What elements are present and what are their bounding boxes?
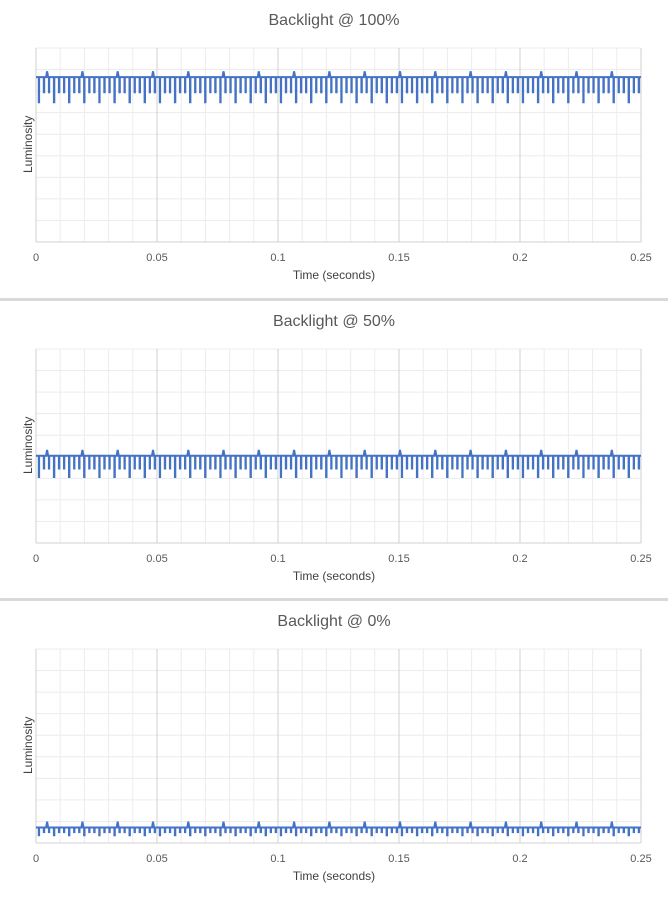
series-line [36, 821, 641, 837]
y-axis-label: Luminosity [21, 115, 35, 173]
x-tick-label: 0.25 [630, 853, 651, 865]
chart-title: Backlight @ 0% [277, 613, 391, 630]
x-axis-label: Time (seconds) [292, 569, 376, 583]
x-tick-label: 0.15 [388, 553, 409, 565]
x-tick-label: 0.1 [270, 252, 285, 264]
x-tick-label: 0.25 [630, 553, 651, 565]
x-tick-label: 0.15 [388, 853, 409, 865]
x-axis-label: Time (seconds) [292, 268, 376, 282]
x-tick-label: 0.25 [630, 252, 651, 264]
series-line [36, 71, 641, 104]
x-tick-label: 0.05 [146, 553, 167, 565]
x-tick-label: 0 [33, 853, 39, 865]
y-axis-label: Luminosity [21, 416, 35, 474]
x-tick-label: 0.05 [146, 252, 167, 264]
x-tick-label: 0.05 [146, 853, 167, 865]
y-axis-label: Luminosity [21, 716, 35, 774]
chart-title: Backlight @ 50% [272, 313, 396, 330]
x-tick-label: 0.2 [512, 553, 527, 565]
x-tick-label: 0.15 [388, 252, 409, 264]
series-line [36, 449, 641, 478]
x-tick-label: 0.2 [512, 252, 527, 264]
chart-separator [0, 298, 668, 301]
x-tick-label: 0.1 [270, 553, 285, 565]
chart-separator [0, 598, 668, 601]
chart-title: Backlight @ 100% [268, 12, 400, 29]
x-tick-label: 0.1 [270, 853, 285, 865]
x-axis-label: Time (seconds) [292, 869, 376, 883]
x-tick-label: 0.2 [512, 853, 527, 865]
x-tick-label: 0 [33, 252, 39, 264]
x-tick-label: 0 [33, 553, 39, 565]
